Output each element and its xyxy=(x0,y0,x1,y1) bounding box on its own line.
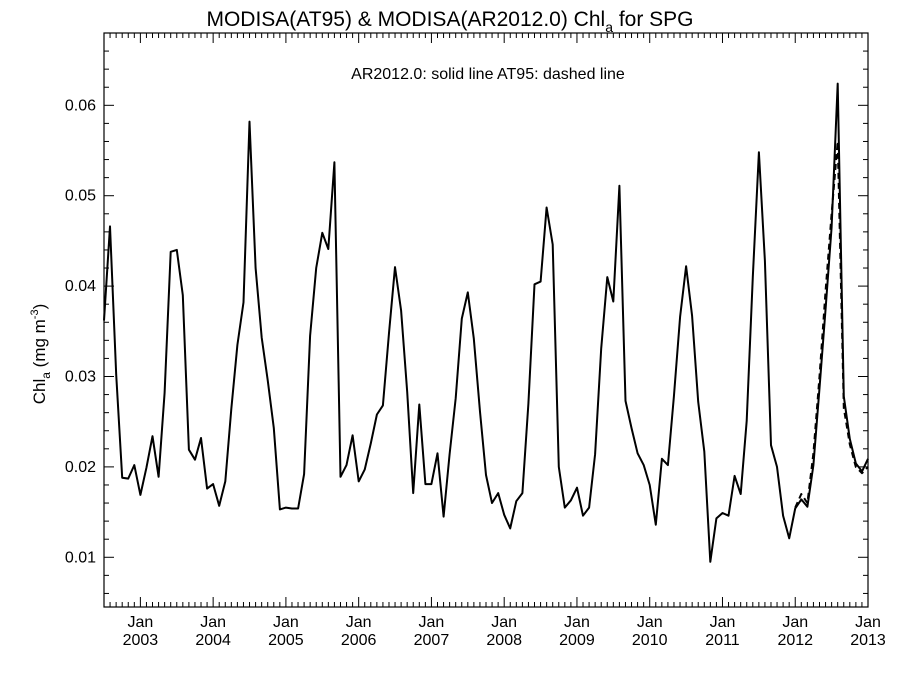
x-tick-month-label: Jan xyxy=(127,614,153,631)
x-tick-month-label: Jan xyxy=(346,614,372,631)
x-tick-year-label: 2012 xyxy=(777,632,813,649)
y-tick-label: 0.05 xyxy=(65,188,96,205)
x-tick-year-label: 2006 xyxy=(341,632,377,649)
y-tick-label: 0.01 xyxy=(65,549,96,566)
plot-frame xyxy=(103,32,869,608)
y-tick-label: 0.03 xyxy=(65,368,96,385)
chart-title: MODISA(AT95) & MODISA(AR2012.0) Chla for… xyxy=(206,8,693,35)
x-tick-month-label: Jan xyxy=(564,614,590,631)
x-tick-year-label: 2009 xyxy=(559,632,595,649)
x-tick-year-label: 2013 xyxy=(850,632,886,649)
x-tick-month-label: Jan xyxy=(200,614,226,631)
x-tick-month-label: Jan xyxy=(855,614,881,631)
x-tick-year-label: 2008 xyxy=(486,632,522,649)
series-line-dashed xyxy=(794,140,869,509)
x-tick-month-label: Jan xyxy=(710,614,736,631)
y-tick-label: 0.02 xyxy=(65,459,96,476)
x-tick-year-label: 2004 xyxy=(195,632,231,649)
y-tick-label: 0.06 xyxy=(65,97,96,114)
x-tick-year-label: 2011 xyxy=(705,632,740,649)
x-tick-year-label: 2010 xyxy=(632,632,668,649)
y-tick-label: 0.04 xyxy=(65,278,96,295)
x-tick-month-label: Jan xyxy=(491,614,517,631)
x-tick-month-label: Jan xyxy=(782,614,808,631)
x-tick-year-label: 2003 xyxy=(123,632,159,649)
x-tick-year-label: 2005 xyxy=(268,632,304,649)
x-tick-year-label: 2007 xyxy=(414,632,450,649)
y-axis-label: Chla (mg m-3) xyxy=(29,304,53,405)
x-tick-month-label: Jan xyxy=(637,614,663,631)
legend-annotation: AR2012.0: solid line AT95: dashed line xyxy=(351,66,625,83)
x-tick-month-label: Jan xyxy=(273,614,299,631)
series-layer xyxy=(103,82,869,563)
y-axis: 0.01 0.02 0.03 0.04 0.05 0.06 xyxy=(65,50,868,594)
series-line-solid xyxy=(103,82,869,563)
x-tick-month-label: Jan xyxy=(419,614,445,631)
x-axis: Jan2003Jan2004Jan2005Jan2006Jan2007Jan20… xyxy=(103,33,886,649)
